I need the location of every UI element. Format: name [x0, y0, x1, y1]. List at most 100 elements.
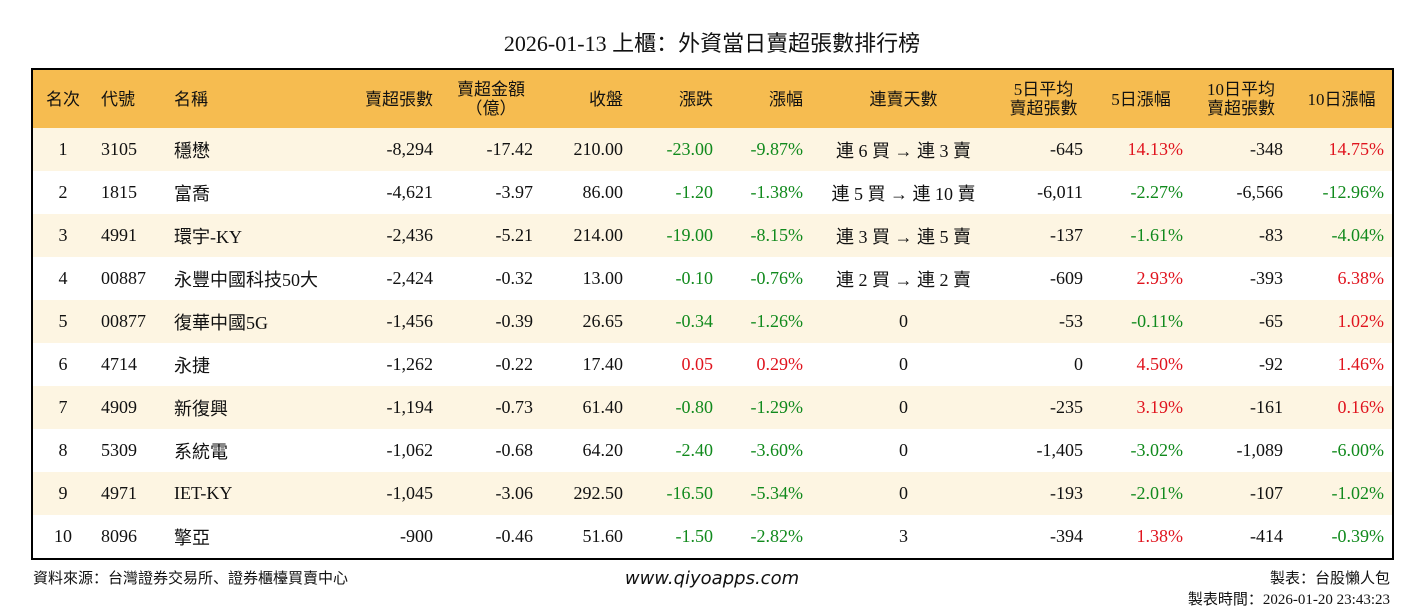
cell: -161 — [1191, 386, 1291, 429]
cell: 復華中國5G — [166, 300, 341, 343]
cell: 連 6 買 → 連 3 賣 — [811, 128, 996, 171]
cell: -0.39% — [1331, 526, 1385, 546]
cell: -0.80 — [631, 386, 721, 429]
cell: 系統電 — [174, 441, 228, 462]
cell: -3.06 — [441, 472, 541, 515]
cell: 51.60 — [582, 526, 624, 546]
cell: -0.39 — [441, 300, 541, 343]
cell: 00877 — [93, 300, 166, 343]
cell: 新復興 — [166, 386, 341, 429]
cell: 0.29% — [756, 354, 804, 374]
table-row: 8 5309 系統電 -1,062 -0.68 64.20 -2.40 -3.60% 0 -1,4… — [32, 429, 1393, 472]
cell: -6.00% — [1331, 440, 1385, 460]
column-header: 收盤 — [541, 69, 631, 128]
cell: 292.50 — [541, 472, 631, 515]
cell: -1.50 — [675, 526, 714, 546]
cell: 0 — [811, 472, 996, 515]
cell: -0.22 — [495, 354, 534, 374]
cell: -645 — [996, 128, 1091, 171]
cell: 4714 — [101, 354, 137, 374]
cell: -17.42 — [441, 128, 541, 171]
table-row: 3 4991 環宇-KY -2,436 -5.21 214.00 -19.00 -8.15% 連… — [32, 214, 1393, 257]
cell: 連 3 買 → 連 5 賣 — [811, 214, 996, 257]
cell: 3 — [32, 214, 93, 257]
cell: 8 — [58, 440, 68, 460]
cell: -23.00 — [631, 128, 721, 171]
cell: -4.04% — [1291, 214, 1393, 257]
cell: -2.01% — [1091, 472, 1191, 515]
cell: 214.00 — [541, 214, 631, 257]
cell: -2,424 — [386, 268, 434, 288]
cell: -0.32 — [495, 268, 534, 288]
cell: -6,011 — [1037, 182, 1083, 202]
cell: 0 — [811, 386, 996, 429]
cell: 210.00 — [541, 128, 631, 171]
column-header: 5日漲幅 — [1091, 69, 1191, 128]
cell: 1.38% — [1136, 526, 1184, 546]
cell: 00887 — [101, 268, 146, 288]
cell: -0.76% — [750, 268, 804, 288]
cell: 1.02% — [1291, 300, 1393, 343]
cell: 3.19% — [1091, 386, 1191, 429]
cell: -107 — [1191, 472, 1291, 515]
table-row: 10 8096 擎亞 -900 -0.46 51.60 -1.50 -2.82% 3 -394 1.… — [32, 515, 1393, 559]
cell: 4991 — [93, 214, 166, 257]
ranking-table: 名次 代號 名稱 賣超張數 賣超金額 （億） 收盤 漲跌 漲幅 連賣天數 5日平均 賣超張數 5日漲… — [31, 68, 1394, 560]
cell: -16.50 — [631, 472, 721, 515]
cell: 4971 — [93, 472, 166, 515]
cell: -0.46 — [495, 526, 534, 546]
cell: IET-KY — [166, 472, 341, 515]
cell: 64.20 — [582, 440, 624, 460]
cell: -900 — [400, 526, 433, 546]
cell: -1,405 — [1036, 440, 1084, 460]
cell: -1,062 — [386, 440, 434, 460]
cell: 2.93% — [1136, 268, 1184, 288]
cell: -394 — [1050, 526, 1083, 546]
cell: -1,262 — [386, 354, 434, 374]
cell: 4909 — [93, 386, 166, 429]
cell: 14.13% — [1091, 128, 1191, 171]
cell: 連 2 買 → 連 2 賣 — [836, 269, 971, 290]
column-header: 賣超金額 （億） — [441, 69, 541, 128]
cell: 10 — [54, 526, 72, 546]
cell: -3.60% — [750, 440, 804, 460]
cell: -5.34% — [721, 472, 811, 515]
cell: -2.82% — [750, 526, 804, 546]
cell: 0.05 — [681, 354, 714, 374]
cell: 永捷 — [174, 355, 210, 376]
cell: -6,566 — [1236, 182, 1284, 202]
cell: 0 — [811, 300, 996, 343]
cell: 0 — [899, 354, 908, 374]
cell: 3105 — [93, 128, 166, 171]
cell: -1,194 — [341, 386, 441, 429]
cell: 0 — [1074, 354, 1083, 374]
column-header: 名稱 — [166, 69, 341, 128]
cell: 2 — [58, 182, 68, 202]
source: 資料來源：台灣證券交易所、證券櫃檯買賣中心 — [33, 571, 349, 587]
cell: 0 — [899, 440, 908, 460]
cell: -65 — [1191, 300, 1291, 343]
cell: -1.20 — [675, 182, 714, 202]
column-header: 10日平均 賣超張數 — [1191, 69, 1291, 128]
cell: -3.97 — [495, 182, 534, 202]
cell: 連 5 買 → 連 10 賣 — [831, 183, 976, 204]
cell: 環宇-KY — [166, 214, 341, 257]
cell: -1.29% — [721, 386, 811, 429]
column-header: 賣超張數 — [341, 69, 441, 128]
cell: 5309 — [101, 440, 137, 460]
table-row: 2 1815 富喬 -4,621 -3.97 86.00 -1.20 -1.38% 連 5 買 … — [32, 171, 1393, 214]
cell: 0.16% — [1291, 386, 1393, 429]
cell: 1 — [32, 128, 93, 171]
cell: -12.96% — [1322, 182, 1385, 202]
cell: -2,436 — [341, 214, 441, 257]
cell: -19.00 — [631, 214, 721, 257]
table-body: 1 3105 穩懋 -8,294 -17.42 210.00 -23.00 -9.87% 連 6… — [32, 128, 1393, 559]
cell: 86.00 — [582, 182, 624, 202]
cell: -348 — [1191, 128, 1291, 171]
cell: -2.40 — [675, 440, 714, 460]
table-row: 4 00887 永豐中國科技50大 -2,424 -0.32 13.00 -0.10 -0.7… — [32, 257, 1393, 300]
cell: 4.50% — [1136, 354, 1184, 374]
cell: -193 — [996, 472, 1091, 515]
cell: 富喬 — [174, 183, 210, 204]
